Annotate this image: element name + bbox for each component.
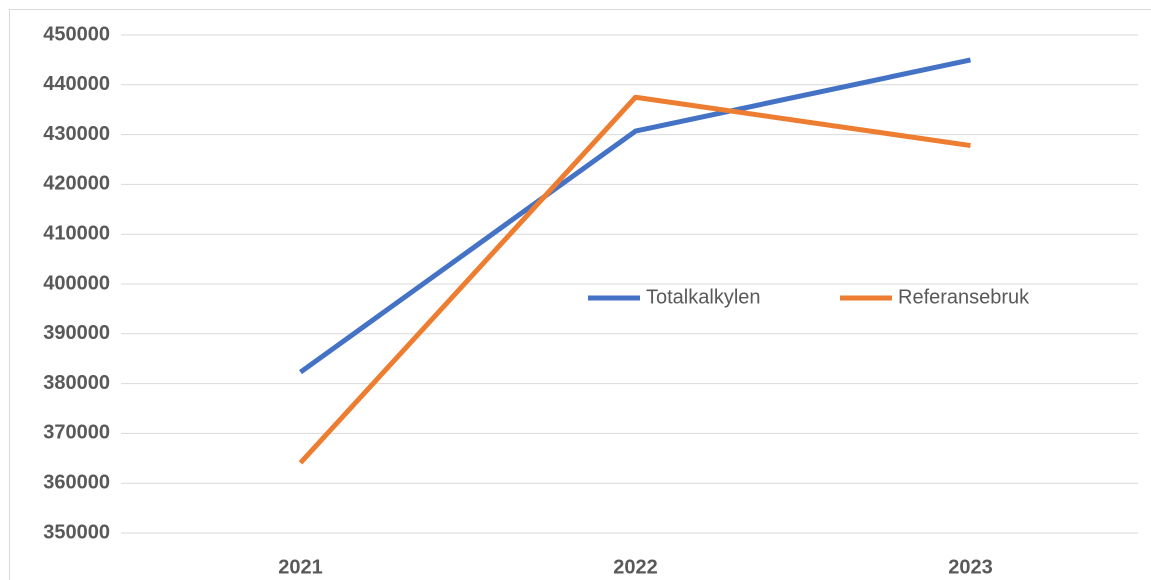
y-tick-label: 370000 xyxy=(43,422,110,444)
y-tick-label: 420000 xyxy=(43,173,110,195)
y-tick-label: 360000 xyxy=(43,471,110,493)
line-series xyxy=(299,57,972,375)
x-tick-label: 2021 xyxy=(278,556,323,578)
y-tick-label: 390000 xyxy=(43,322,110,344)
y-tick-label: 410000 xyxy=(43,222,110,244)
y-tick-label: 440000 xyxy=(43,73,110,95)
legend-label: Referansebruk xyxy=(898,286,1030,308)
x-tick-label: 2022 xyxy=(613,556,658,578)
y-tick-label: 400000 xyxy=(43,272,110,294)
y-tick-label: 450000 xyxy=(43,23,110,45)
chart-frame xyxy=(9,9,1151,580)
line-series xyxy=(298,94,971,465)
y-tick-label: 380000 xyxy=(43,372,110,394)
legend-label: Totalkalkylen xyxy=(646,286,761,308)
y-tick-label: 430000 xyxy=(43,123,110,145)
y-tick-label: 350000 xyxy=(43,521,110,543)
x-tick-label: 2023 xyxy=(948,556,993,578)
